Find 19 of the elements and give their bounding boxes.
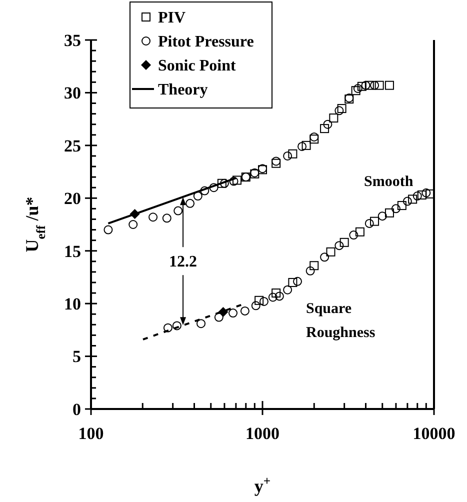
y-tick-label: 0 bbox=[72, 400, 81, 419]
x-tick-label: 10000 bbox=[412, 424, 456, 443]
legend-label: Pitot Pressure bbox=[158, 34, 254, 51]
y-tick-label: 25 bbox=[64, 136, 81, 156]
x-axis-title: y$^{+}$ bbox=[254, 474, 271, 496]
annotation: Square Roughness bbox=[306, 301, 376, 341]
y-tick-label: 20 bbox=[64, 189, 81, 208]
legend-label: Sonic Point bbox=[158, 58, 236, 75]
legend-label: PIV bbox=[158, 10, 186, 27]
annotation: Smooth bbox=[364, 174, 414, 190]
y-tick-label: 30 bbox=[64, 84, 81, 103]
y-tick-label: 15 bbox=[64, 242, 81, 261]
y-tick-label: 5 bbox=[72, 347, 81, 366]
x-tick-label: 1000 bbox=[246, 424, 280, 443]
annotation: 12.2 bbox=[169, 254, 198, 271]
legend-label: Theory bbox=[158, 82, 208, 99]
x-tick-label: 100 bbox=[78, 424, 104, 443]
y-tick-label: 10 bbox=[64, 294, 81, 314]
y-tick-label: 35 bbox=[64, 30, 81, 50]
